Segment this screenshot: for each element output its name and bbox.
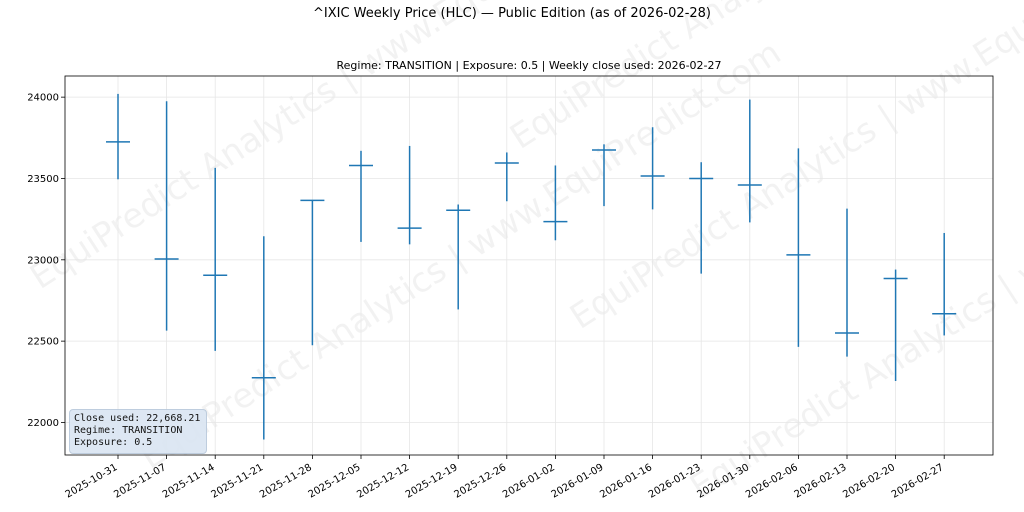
info-box: Close used: 22,668.21 Regime: TRANSITION… <box>69 409 208 454</box>
x-tick-label: 2025-11-28 <box>258 462 314 501</box>
y-tick-label: 23000 <box>27 255 59 266</box>
x-tick-label: 2025-12-12 <box>355 462 411 501</box>
y-tick-label: 22500 <box>27 337 59 348</box>
x-axis: 2025-10-312025-11-072025-11-142025-11-21… <box>64 455 946 501</box>
x-tick-label: 2025-12-05 <box>307 462 363 501</box>
x-tick-label: 2026-02-27 <box>890 462 946 501</box>
y-tick-label: 22000 <box>27 418 59 429</box>
chart-title: ^IXIC Weekly Price (HLC) — Public Editio… <box>312 6 712 21</box>
watermark-text: EquiPredict Analytics | www.EquiPredict.… <box>23 0 678 298</box>
x-tick-label: 2026-02-13 <box>793 462 849 501</box>
x-tick-label: 2026-01-09 <box>550 462 606 501</box>
x-tick-label: 2025-11-07 <box>112 462 168 501</box>
regime-text: Regime: TRANSITION <box>74 425 183 436</box>
x-tick-label: 2025-11-21 <box>209 462 265 501</box>
x-tick-label: 2025-12-19 <box>404 462 460 501</box>
plot-frame <box>64 75 994 456</box>
hlc-marks <box>106 93 957 440</box>
x-tick-label: 2025-10-31 <box>64 462 120 501</box>
x-tick-label: 2025-12-26 <box>452 462 508 501</box>
y-axis: 22000 22500 23000 23500 24000 <box>27 93 65 429</box>
x-tick-label: 2026-01-02 <box>501 462 557 501</box>
close-used-text: Close used: 22,668.21 <box>74 413 201 424</box>
chart-subtitle: Regime: TRANSITION | Exposure: 0.5 | Wee… <box>336 59 722 72</box>
exposure-text: Exposure: 0.5 <box>74 437 153 448</box>
x-tick-label: 2026-02-20 <box>841 462 897 501</box>
y-tick-label: 23500 <box>27 174 59 185</box>
x-tick-label: 2026-01-16 <box>598 462 654 501</box>
y-tick-label: 24000 <box>27 93 59 104</box>
